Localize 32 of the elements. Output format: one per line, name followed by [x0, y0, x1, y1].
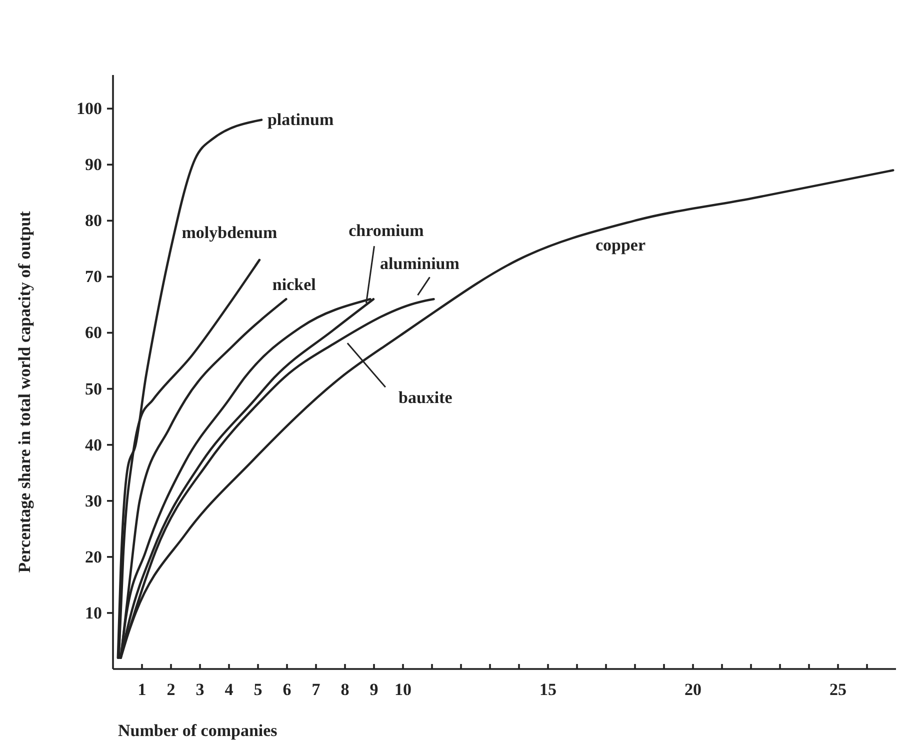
y-tick-label: 20	[85, 547, 102, 566]
y-tick-label: 100	[76, 99, 102, 118]
y-tick-label: 10	[85, 603, 102, 622]
x-tick-label: 15	[540, 680, 556, 700]
x-tick-label: 4	[224, 680, 234, 700]
y-tick-label: 80	[85, 211, 102, 230]
x-tick-label: 7	[312, 680, 321, 700]
y-tick-label: 30	[85, 491, 102, 510]
series-label: nickel	[272, 275, 316, 294]
x-tick-label: 5	[254, 680, 262, 700]
y-tick-label: 90	[85, 155, 102, 174]
x-axis-title: Number of companies	[118, 721, 278, 740]
x-tick-label: 2	[166, 680, 176, 700]
text: bauxite	[398, 388, 453, 408]
y-tick-label: 70	[85, 267, 102, 286]
y-tick-label: 60	[85, 323, 102, 342]
x-tick-label: 25	[830, 680, 846, 700]
y-tick-label: 40	[85, 435, 102, 454]
x-tick-label: 8	[340, 680, 350, 700]
x-tick-label: 10	[394, 680, 412, 700]
x-tick-label: 6	[282, 680, 292, 700]
x-tick-label: 3	[196, 680, 204, 700]
x-tick-label: 1	[138, 680, 146, 700]
series-label: molybdenum	[182, 222, 278, 242]
text: aluminium	[380, 254, 460, 274]
x-tick-label: 9	[370, 680, 378, 700]
text: chromium	[348, 221, 424, 240]
x-tick-label: 20	[684, 680, 702, 700]
y-tick-label: 50	[85, 379, 102, 398]
series-label: platinum	[267, 110, 334, 129]
y-axis-title: Percentage share in total world capacity of output	[15, 210, 34, 573]
series-label: copper	[595, 236, 646, 255]
